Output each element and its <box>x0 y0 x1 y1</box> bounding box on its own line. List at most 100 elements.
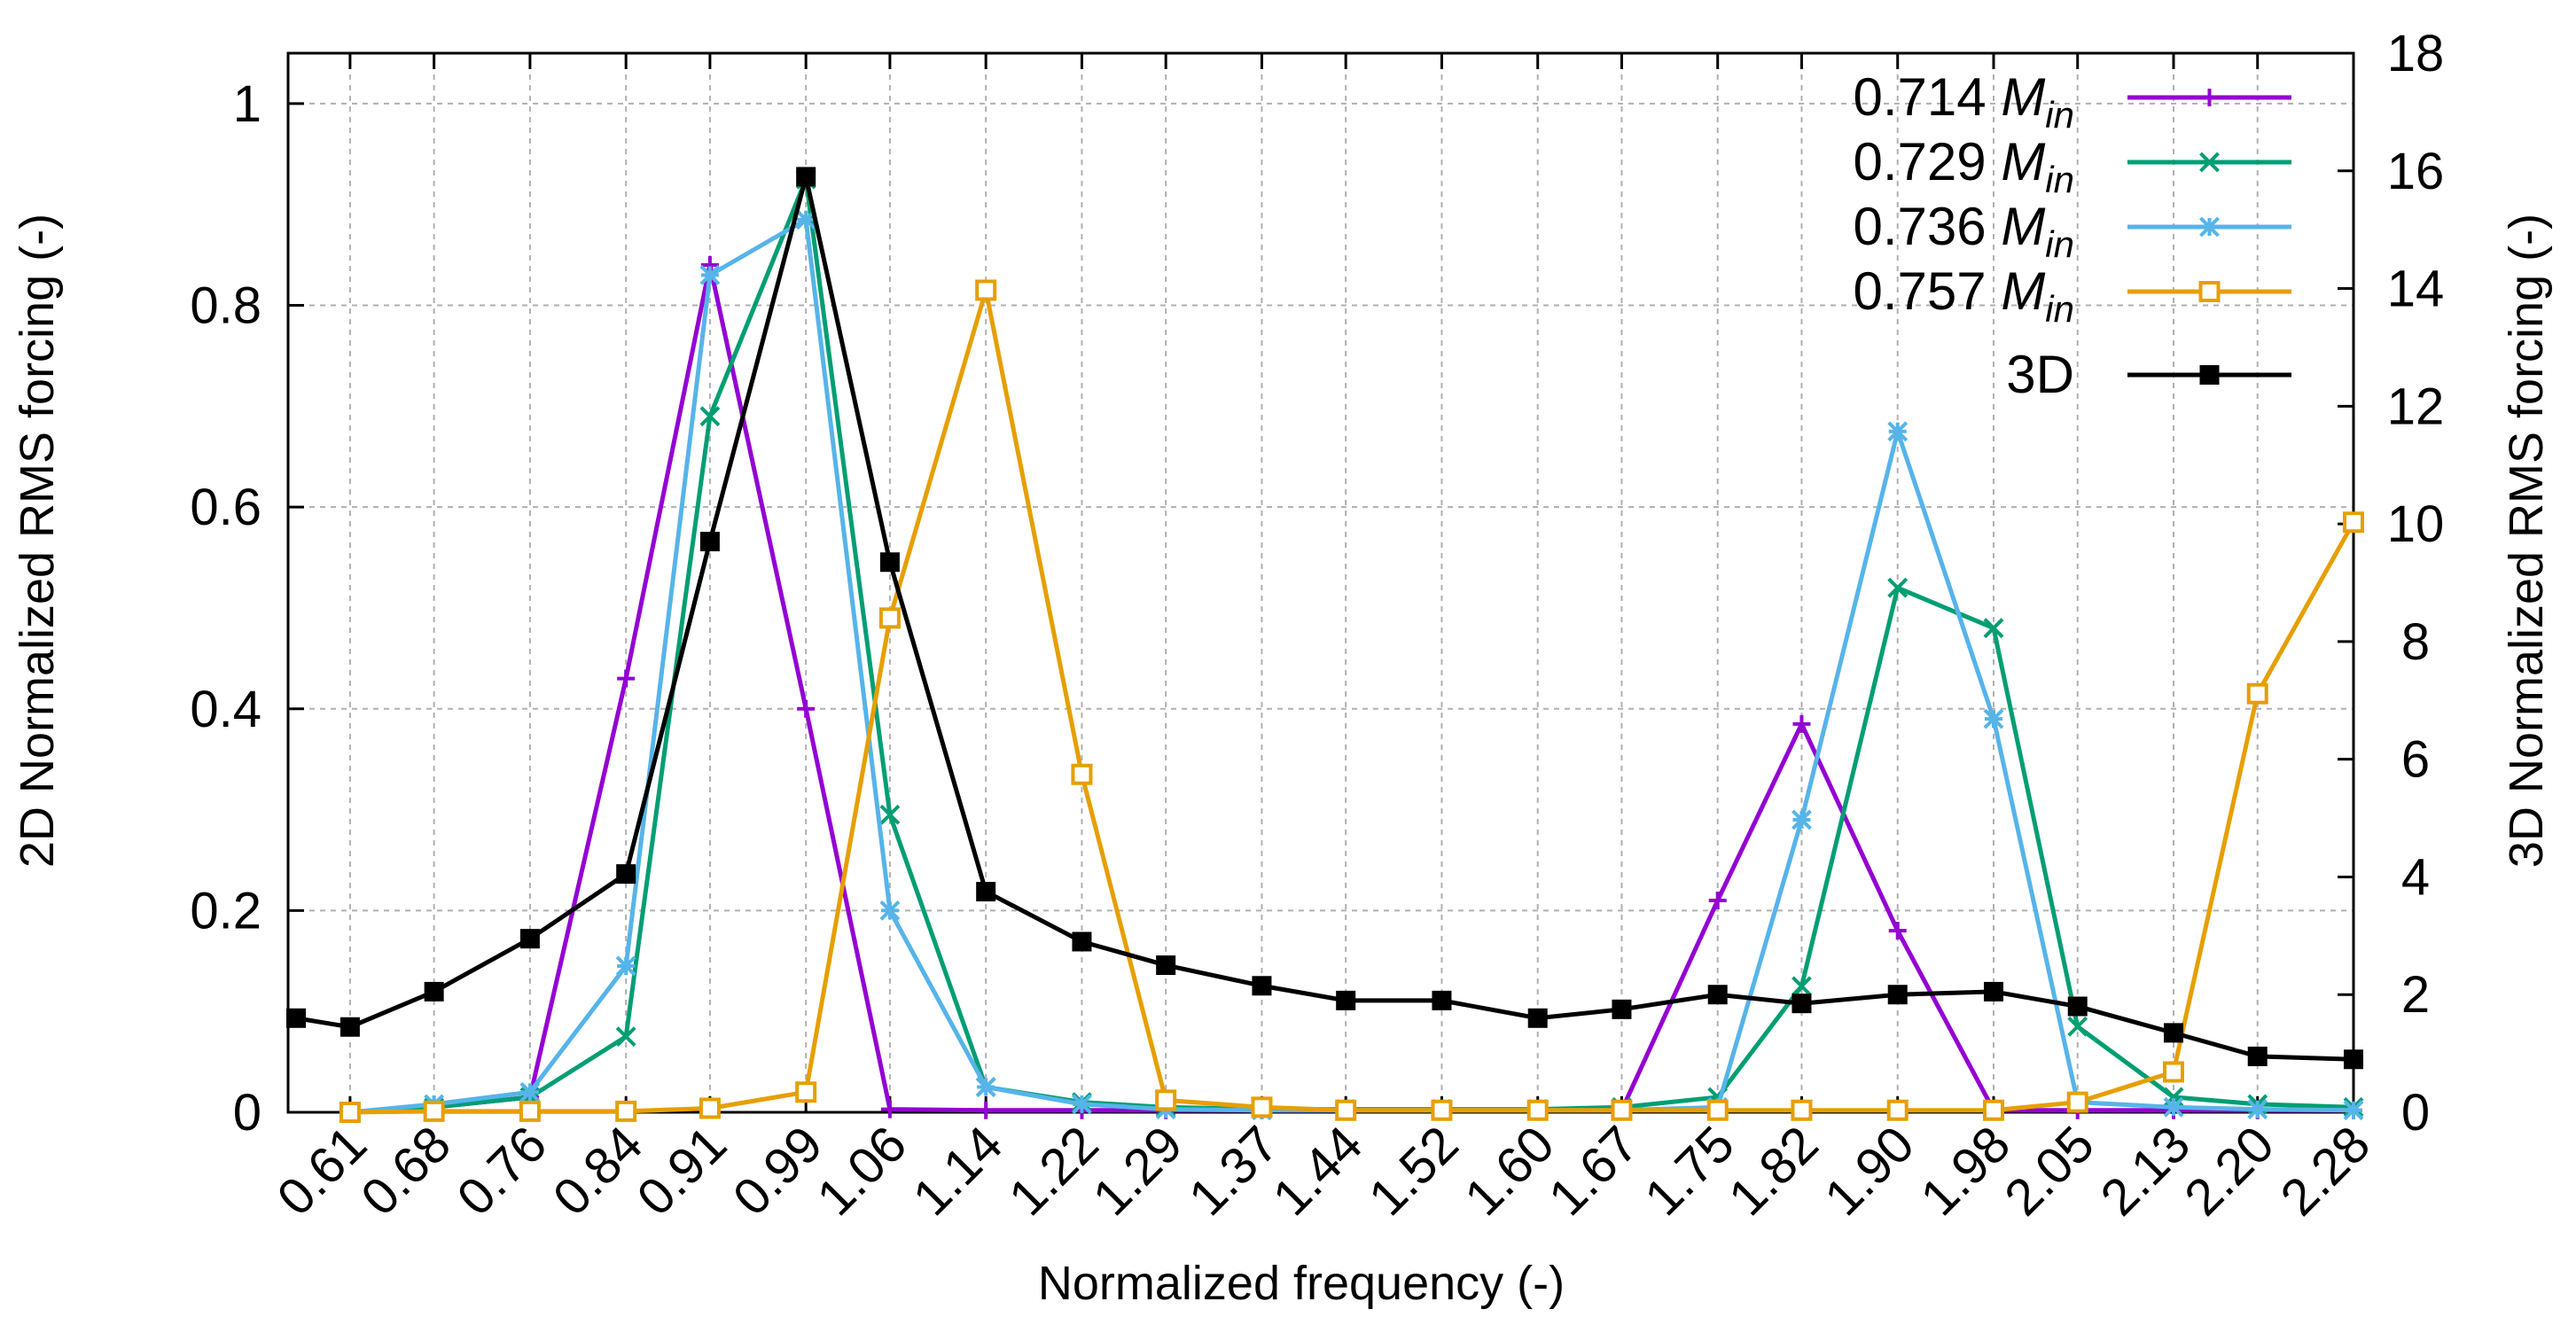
data-point <box>795 1081 817 1103</box>
data-point <box>797 699 816 718</box>
data-point <box>339 1102 361 1123</box>
y2-tick-label: 8 <box>2401 613 2430 671</box>
legend-label: 0.729 Min <box>1853 132 2074 200</box>
data-point <box>424 981 444 1002</box>
y2-tick-label: 4 <box>2401 848 2430 906</box>
data-point <box>1156 955 1176 976</box>
data-point <box>1983 708 2004 729</box>
data-point <box>2344 1049 2363 1070</box>
data-point <box>699 1097 721 1119</box>
data-point <box>879 804 901 825</box>
data-point <box>1887 985 1908 1005</box>
legend-item: 0.757 Min <box>1853 261 2291 330</box>
data-point <box>1887 577 1909 598</box>
data-point <box>976 882 996 902</box>
y-tick-label: 0.6 <box>190 479 262 536</box>
data-point <box>519 1100 541 1122</box>
data-point <box>1072 931 1092 952</box>
legend-marker <box>2199 216 2220 238</box>
data-point <box>879 900 901 921</box>
data-point <box>878 607 901 629</box>
legend-marker <box>2198 281 2221 302</box>
data-point <box>1612 999 1632 1019</box>
y-tick-label: 1 <box>233 75 262 133</box>
legend-marker <box>2199 152 2220 173</box>
y-tick-labels: 0 0.2 0.4 0.6 0.8 1 <box>190 75 262 1142</box>
data-point <box>285 1008 306 1028</box>
data-point <box>879 552 900 573</box>
data-point <box>795 209 816 230</box>
data-point <box>1983 618 2004 639</box>
data-point <box>1707 985 1728 1005</box>
data-point <box>423 1100 445 1122</box>
legend-label: 0.714 Min <box>1853 67 2074 136</box>
y2-tick-label: 10 <box>2387 495 2445 553</box>
y2-tick-label: 16 <box>2387 143 2445 200</box>
data-point <box>796 167 816 187</box>
data-point <box>2343 1100 2364 1121</box>
series-3 <box>339 279 2364 1123</box>
data-point <box>615 955 636 977</box>
data-point <box>616 864 636 885</box>
x-axis-label: Normalized frequency (-) <box>1038 1257 1565 1310</box>
y2-tick-label: 18 <box>2387 25 2445 82</box>
data-point <box>2163 1096 2184 1118</box>
data-point <box>617 669 636 688</box>
data-point <box>1982 1099 2004 1121</box>
data-point <box>2343 511 2364 534</box>
series-line <box>295 175 2354 1062</box>
legend-label: 0.736 Min <box>1853 197 2074 265</box>
y-tick-label: 0 <box>233 1084 262 1142</box>
data-point <box>1155 1089 1177 1111</box>
data-point <box>1708 892 1727 909</box>
y-axis-label: 2D Normalized RMS forcing (-) <box>11 214 64 868</box>
data-point <box>2066 1091 2088 1113</box>
data-point <box>2162 1061 2184 1083</box>
data-point <box>1527 1008 1548 1028</box>
series-layer <box>285 167 2364 1123</box>
data-point <box>1791 994 1812 1014</box>
data-point <box>1251 1096 1273 1118</box>
legend-marker <box>2200 89 2219 106</box>
legend-item: 3D <box>2006 345 2291 404</box>
data-point <box>977 1101 995 1119</box>
data-point <box>340 1017 360 1037</box>
data-point <box>2246 682 2268 705</box>
legend-item: 0.714 Min <box>1853 67 2291 136</box>
data-point <box>1335 1099 1357 1121</box>
y-tick-label: 0.8 <box>190 277 262 335</box>
legend-label: 0.757 Min <box>1853 261 2074 330</box>
y-tick-label: 0.4 <box>190 681 262 738</box>
y2-tick-labels: 0 2 4 6 8 10 12 14 16 18 <box>2387 25 2445 1142</box>
data-point <box>1791 1099 1813 1121</box>
data-point <box>1336 990 1356 1010</box>
data-point <box>1888 922 1907 940</box>
data-point <box>975 1077 996 1097</box>
y2-tick-label: 6 <box>2401 731 2430 789</box>
data-point <box>2067 1016 2088 1037</box>
data-point <box>519 1081 541 1103</box>
data-point <box>1792 714 1811 733</box>
data-point <box>1983 981 2003 1002</box>
legend-item: 0.729 Min <box>1853 132 2291 200</box>
data-point <box>880 1100 899 1118</box>
legend-item: 0.736 Min <box>1853 197 2291 265</box>
data-point <box>1887 421 1909 442</box>
data-point <box>615 1026 636 1048</box>
data-point <box>2067 996 2088 1017</box>
data-point <box>1431 1099 1453 1121</box>
data-point <box>615 1100 637 1122</box>
data-point <box>1432 990 1452 1010</box>
data-point <box>519 929 540 949</box>
data-point <box>699 406 721 427</box>
data-point <box>2247 1046 2268 1066</box>
data-point <box>1072 1094 1092 1115</box>
data-point <box>1611 1099 1633 1121</box>
data-point <box>1071 763 1093 785</box>
data-point <box>975 279 997 301</box>
data-point <box>699 264 721 285</box>
y2-tick-label: 2 <box>2401 966 2430 1024</box>
